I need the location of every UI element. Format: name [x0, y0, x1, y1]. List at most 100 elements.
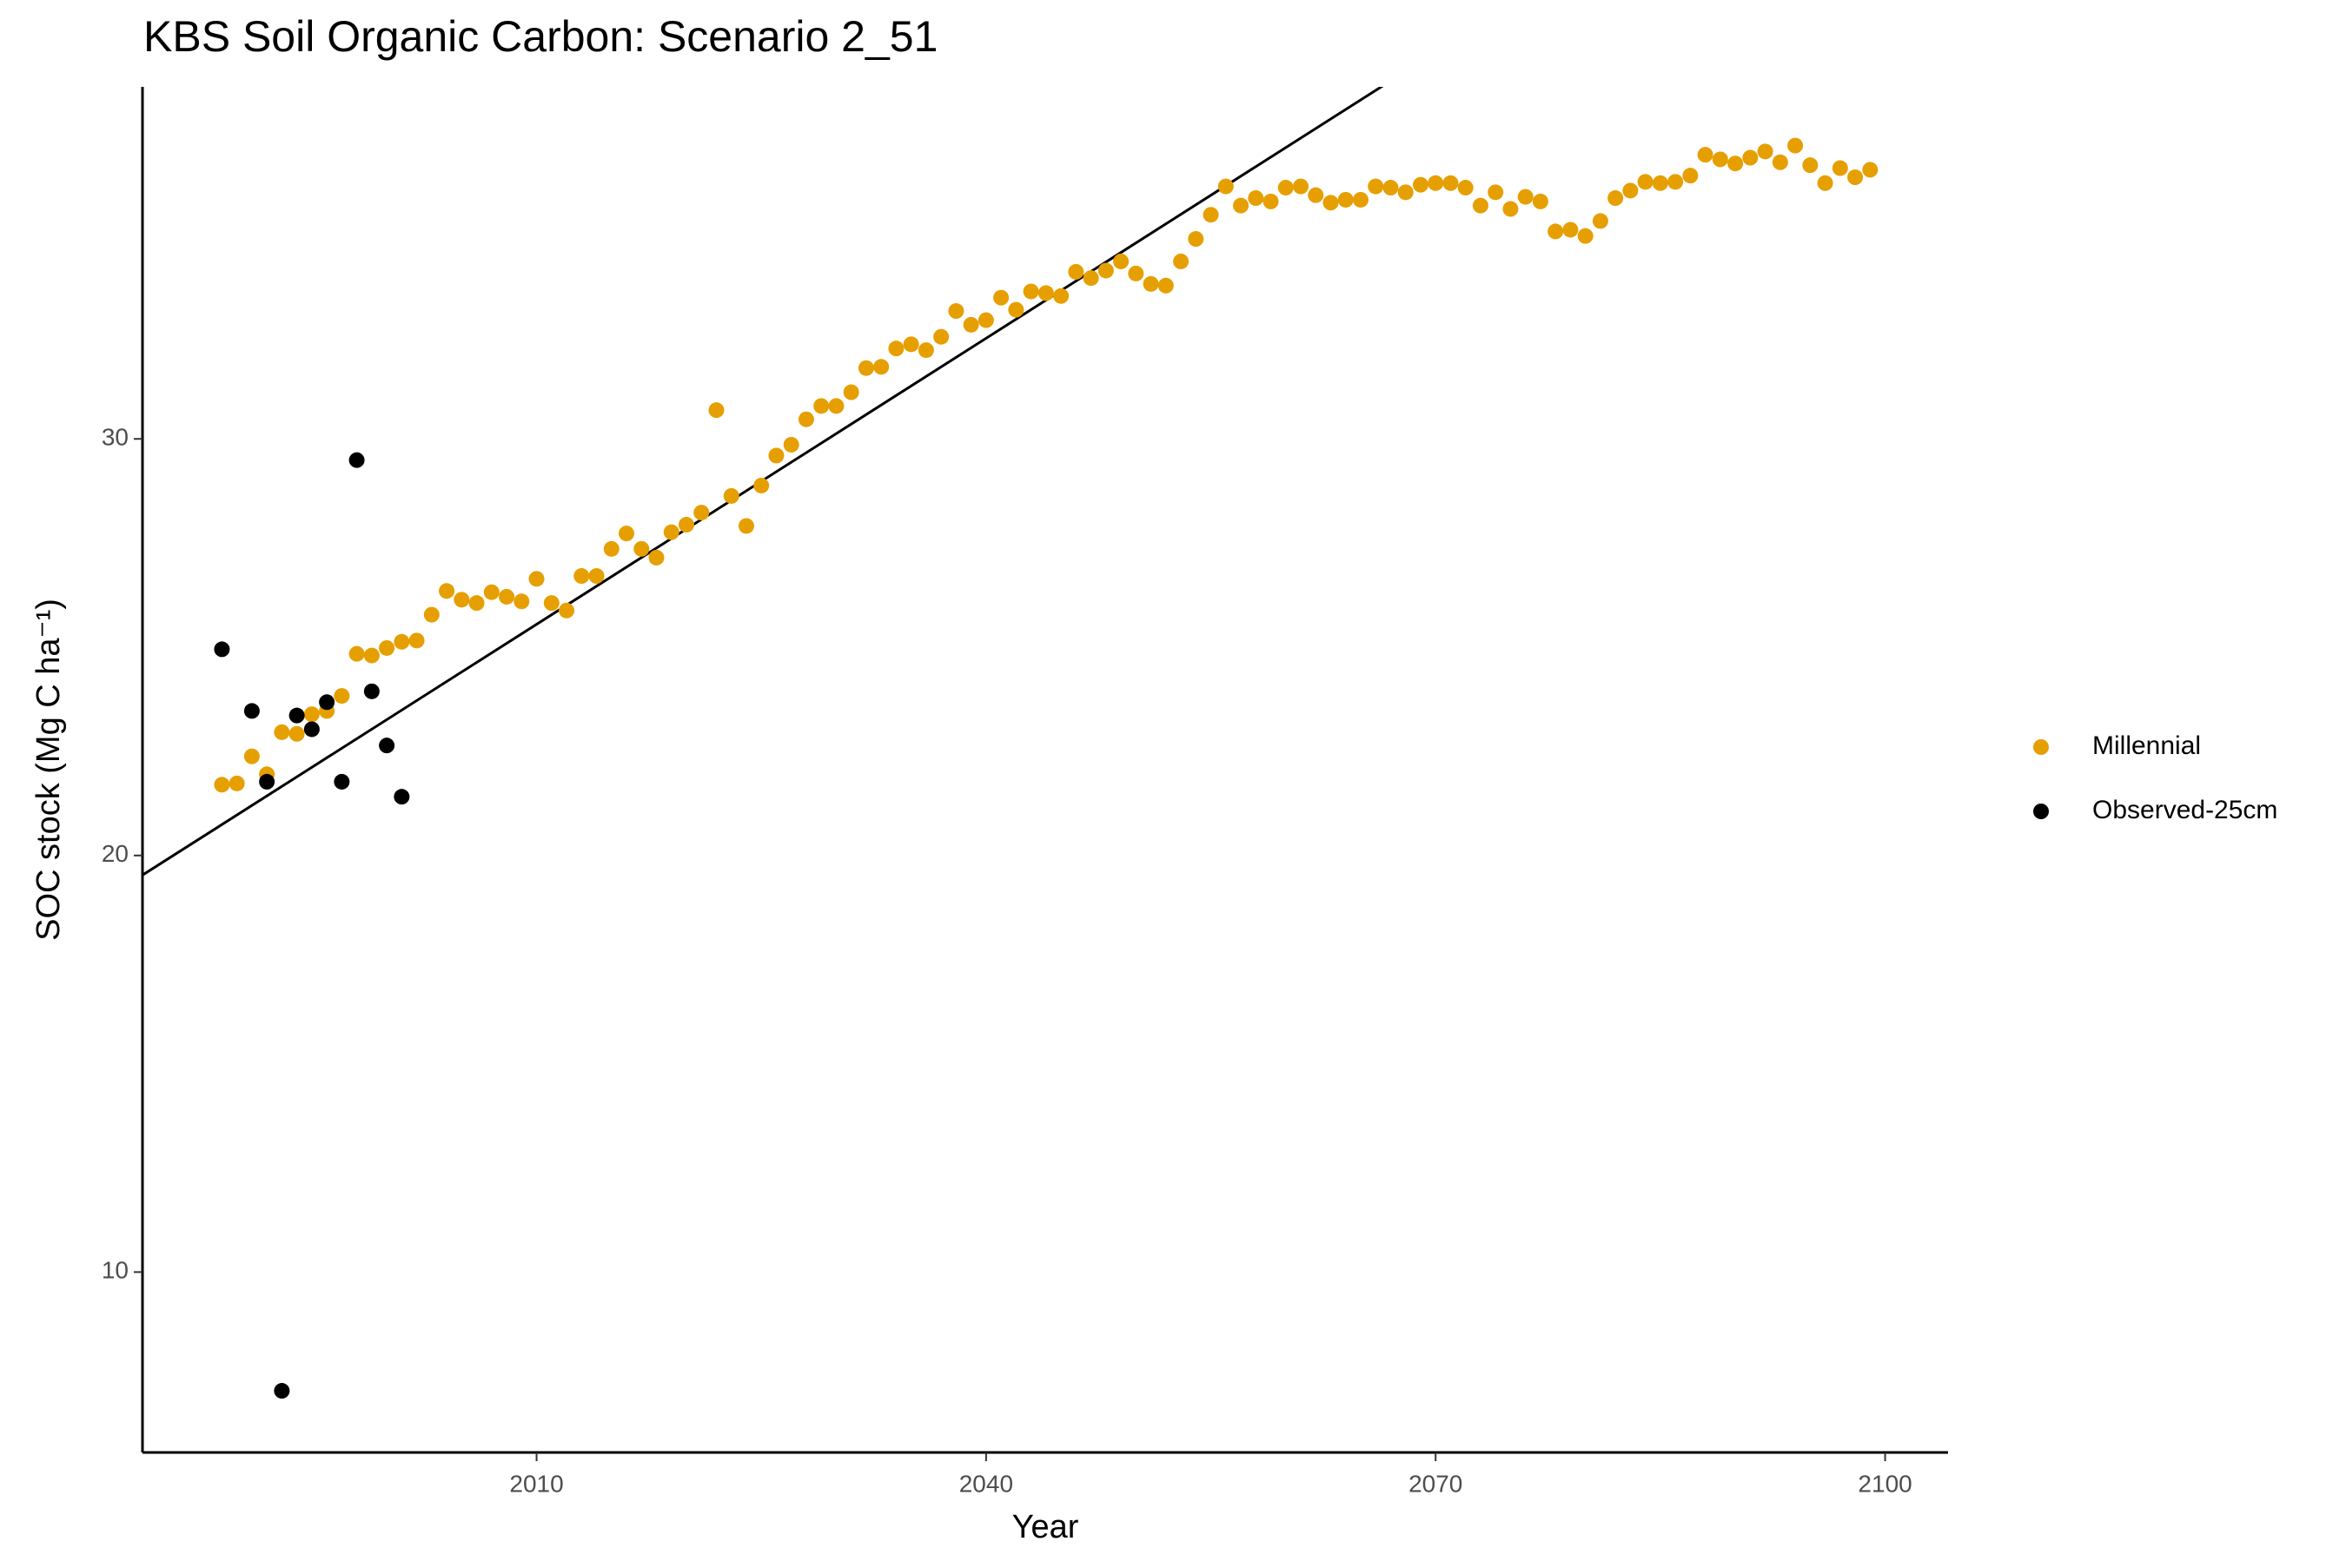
data-point	[1397, 184, 1414, 201]
x-tick-label: 2100	[1858, 1470, 1912, 1497]
data-point	[1143, 275, 1159, 292]
data-point	[1757, 143, 1773, 160]
data-point	[753, 477, 770, 493]
data-point	[633, 540, 650, 557]
data-point	[1592, 213, 1608, 229]
data-point	[1547, 223, 1564, 240]
data-point	[1353, 191, 1369, 208]
data-point	[348, 452, 365, 468]
data-point	[678, 517, 694, 533]
data-point	[1157, 277, 1174, 294]
data-point	[454, 592, 470, 608]
data-point	[693, 505, 710, 521]
data-point	[1517, 189, 1534, 205]
data-point	[1727, 155, 1744, 172]
legend-swatch	[2033, 739, 2049, 755]
data-point	[348, 645, 365, 662]
data-point	[619, 526, 635, 542]
data-point	[303, 721, 320, 738]
data-point	[1488, 184, 1504, 201]
data-point	[1622, 182, 1639, 199]
data-point	[573, 568, 590, 585]
data-point	[993, 289, 1010, 306]
data-point	[274, 724, 290, 740]
data-point	[288, 725, 305, 742]
data-point	[1787, 137, 1804, 154]
data-point	[1428, 175, 1444, 191]
data-point	[1772, 154, 1788, 170]
data-point	[738, 518, 754, 534]
data-point	[1847, 169, 1864, 186]
data-point	[1023, 283, 1039, 300]
data-point	[499, 588, 515, 605]
x-tick-label: 2040	[959, 1470, 1013, 1497]
data-point	[543, 595, 560, 612]
y-tick-label: 30	[102, 424, 129, 451]
data-point	[1083, 270, 1099, 287]
data-point	[303, 706, 320, 723]
data-point	[243, 703, 260, 719]
y-tick-label: 10	[102, 1257, 129, 1284]
data-point	[363, 683, 380, 699]
data-point	[1188, 231, 1204, 248]
data-point	[229, 775, 245, 791]
data-point	[1008, 301, 1024, 318]
data-point	[483, 584, 500, 600]
data-point	[528, 571, 545, 587]
data-point	[1802, 157, 1819, 174]
data-point	[259, 773, 275, 790]
data-point	[888, 341, 905, 357]
data-point	[1562, 222, 1579, 238]
data-point	[379, 639, 395, 656]
legend-label: Millennial	[2092, 731, 2201, 760]
data-point	[1173, 253, 1190, 269]
data-point	[559, 602, 575, 619]
data-point	[214, 777, 230, 793]
legend-label: Observed-25cm	[2092, 796, 2277, 824]
data-point	[243, 748, 260, 764]
data-point	[918, 342, 934, 359]
data-point	[1037, 285, 1054, 301]
data-point	[1652, 175, 1668, 191]
y-axis-title: SOC stock (Mg C ha⁻¹)	[30, 599, 67, 941]
data-point	[603, 540, 620, 557]
data-point	[1862, 162, 1879, 178]
chart-title: KBS Soil Organic Carbon: Scenario 2_51	[143, 12, 938, 61]
data-point	[468, 595, 485, 612]
data-point	[1368, 178, 1384, 195]
data-point	[963, 316, 979, 333]
data-point	[1742, 149, 1759, 166]
data-point	[1697, 147, 1713, 163]
data-point	[1532, 193, 1548, 209]
x-axis-title: Year	[1012, 1509, 1079, 1545]
data-point	[1832, 160, 1848, 176]
data-point	[978, 312, 994, 328]
data-point	[1097, 262, 1114, 279]
y-tick-label: 20	[102, 840, 129, 867]
data-point	[1293, 178, 1309, 195]
data-point	[1262, 193, 1279, 209]
data-point	[514, 593, 530, 610]
data-point	[828, 398, 845, 414]
data-point	[1472, 197, 1488, 214]
data-point	[1277, 180, 1294, 196]
data-point	[274, 1383, 290, 1399]
data-point	[379, 738, 395, 754]
data-point	[214, 641, 230, 658]
data-point	[1412, 176, 1428, 193]
x-tick-label: 2010	[509, 1470, 563, 1497]
data-point	[1637, 174, 1653, 190]
data-point	[768, 447, 785, 464]
data-point	[948, 303, 964, 320]
data-point	[394, 789, 410, 805]
data-point	[858, 360, 874, 376]
legend-swatch	[2033, 804, 2049, 819]
data-point	[1053, 288, 1070, 304]
data-point	[1128, 265, 1144, 281]
data-point	[334, 688, 350, 705]
data-point	[1502, 201, 1519, 217]
data-point	[394, 633, 410, 650]
data-point	[1667, 174, 1684, 190]
